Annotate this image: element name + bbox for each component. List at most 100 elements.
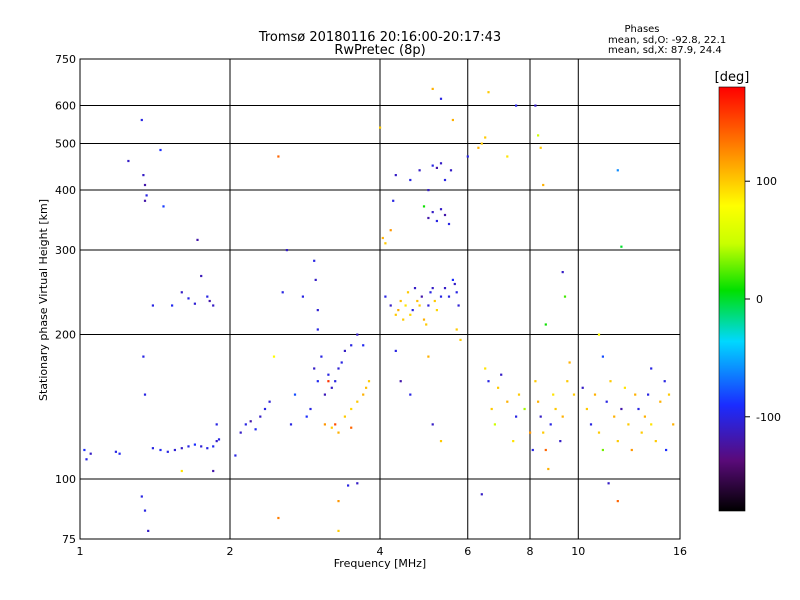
phases-x-stats: mean, sd,X: 87.9, 24.4 [608,45,722,56]
data-point [581,386,584,389]
data-point [490,407,493,411]
data-point [200,274,203,278]
data-point [217,438,221,441]
data-point [85,458,88,461]
data-point [427,304,430,307]
data-point [459,338,462,341]
data-point [493,423,496,426]
data-point [301,295,304,298]
x-tick-label: 8 [527,545,534,558]
data-point [455,328,458,331]
data-point [314,278,317,281]
data-point [634,393,637,396]
data-point [554,407,557,411]
colorbar-ticks: 100 0 -100 [745,175,781,424]
data-point [672,423,675,426]
data-point [143,199,147,202]
data-point [145,194,148,197]
data-point [561,271,564,274]
data-point [193,443,196,446]
data-point [159,148,162,152]
data-point [427,216,430,220]
data-point [316,380,319,383]
data-point [647,393,650,396]
data-point [239,431,242,434]
data-point [597,333,601,336]
data-point [316,309,319,312]
data-point [435,219,438,223]
data-point [337,500,340,503]
data-point [643,415,646,418]
data-point [285,249,288,252]
x-tick-label: 2 [227,545,234,558]
data-point [343,349,346,352]
data-point [431,211,434,214]
data-point [559,440,562,443]
data-point [484,136,487,139]
data-point [208,299,211,303]
data-point [422,318,426,321]
title-block: Tromsø 20180116 20:16:00-20:17:43 RwPret… [258,30,501,58]
data-point [650,423,653,426]
data-point [293,393,297,396]
data-point [427,189,430,192]
data-point [215,423,218,426]
data-point [142,355,145,358]
data-point [425,323,428,326]
data-point [323,423,326,426]
data-point [394,349,397,352]
colorbar-label: [deg] [715,70,750,85]
data-point [515,415,518,418]
data-point [340,361,343,364]
data-point [506,400,509,403]
data-point [173,448,176,452]
data-point [193,302,196,305]
y-axis-label: Stationary phase Virtual Height [km] [37,199,50,401]
data-point [451,118,454,122]
data-point [367,380,371,383]
data-point [616,169,619,172]
data-point [162,205,165,208]
data-point [418,304,421,307]
data-point [334,380,337,383]
data-point [542,431,545,434]
data-point [411,309,414,312]
data-point [281,291,284,294]
data-point [418,169,421,172]
data-point [200,445,203,448]
y-tick-label: 750 [55,53,76,66]
data-point [563,295,567,298]
data-point [409,313,412,316]
data-point [500,373,503,376]
data-point [142,174,145,177]
data-point [484,367,487,370]
data-point [542,183,545,187]
data-point [443,287,447,290]
data-point [212,469,215,473]
data-point [422,205,426,208]
data-point [277,516,280,520]
data-point [663,380,666,383]
data-point [171,304,174,307]
data-point [350,426,353,429]
data-point [593,393,597,396]
colorbar: [deg] 100 0 -100 [715,70,781,512]
data-point [259,415,262,418]
data-point [151,447,154,450]
data-point [356,400,359,403]
data-point [616,500,619,503]
data-point [143,509,147,512]
data-point [431,423,434,426]
data-point [313,259,316,262]
data-point [667,393,671,396]
data-point [254,428,257,431]
data-point [406,291,410,294]
data-point [212,304,215,307]
data-point [627,423,630,426]
data-point [529,431,532,434]
x-tick-label: 1 [77,545,84,558]
data-point [384,295,387,298]
data-point [568,361,571,364]
data-point [244,423,247,426]
